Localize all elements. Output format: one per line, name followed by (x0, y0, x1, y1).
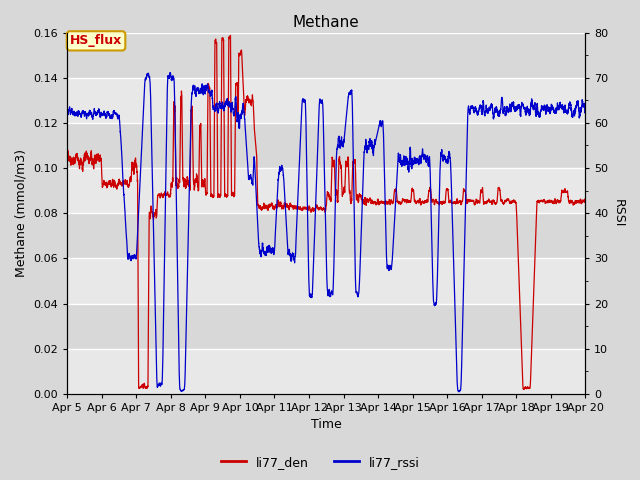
Y-axis label: RSSI: RSSI (612, 199, 625, 228)
Y-axis label: Methane (mmol/m3): Methane (mmol/m3) (15, 149, 28, 277)
Bar (67, 303, 585, 348)
Bar (67, 168, 585, 213)
Text: HS_flux: HS_flux (70, 35, 122, 48)
Bar (67, 258, 585, 303)
Title: Methane: Methane (293, 15, 360, 30)
Bar (67, 213, 585, 258)
Bar (67, 33, 585, 78)
Bar (67, 348, 585, 394)
Legend: li77_den, li77_rssi: li77_den, li77_rssi (216, 451, 424, 474)
Bar (67, 78, 585, 123)
Bar (67, 123, 585, 168)
X-axis label: Time: Time (311, 419, 342, 432)
